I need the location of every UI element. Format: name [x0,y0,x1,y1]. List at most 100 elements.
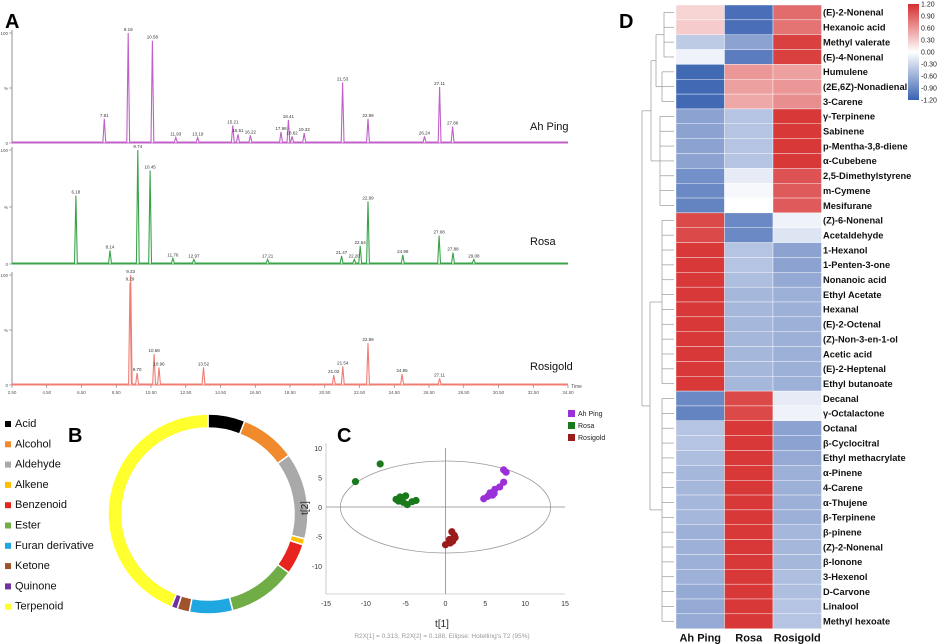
heatmap-cell [724,539,774,555]
heatmap-cell [772,346,822,362]
heatmap-column-label: Ah Ping [679,633,721,644]
panel-label-c: C [337,425,351,447]
peak-label: 12.97 [188,253,200,258]
heatmap-cell [772,361,822,377]
heatmap-cell [724,212,774,228]
heatmap-cell [675,108,725,124]
heatmap-cell [675,376,725,392]
peak-label: 27.11 [434,372,445,377]
heatmap-cell [724,138,774,154]
panel-label-d: D [619,11,633,33]
heatmap-row-label: 3-Carene [823,97,863,107]
chromatogram-x-tick-label: 30.50 [493,390,505,395]
heatmap-cell [675,435,725,451]
pca-legend-label: Rosa [578,423,594,430]
legend-label: Benzenoid [15,499,67,511]
heatmap-row-label: (E)-2-Octenal [823,320,881,330]
pca-legend-label: Ah Ping [578,411,603,418]
heatmap-cell [724,524,774,540]
peak-label: 9.33 [126,269,135,274]
heatmap-row-label: (E)-2-Nonenal [823,8,883,18]
heatmap-cell [675,494,725,511]
heatmap-row-label: (Z)-2-Nonenal [823,542,883,552]
pca-footnote: R2X[1] = 0.313, R2X[2] = 0.188, Ellipse:… [354,633,529,640]
legend-label: Alcohol [15,438,51,450]
pca-point [376,460,384,468]
legend-label: Furan derivative [15,540,94,552]
legend-label: Alkene [15,479,49,491]
chromatogram-x-tick-label: 10.50 [145,390,157,395]
colorbar [908,4,919,100]
heatmap-cell [772,227,822,243]
heatmap-cell [675,331,725,347]
heatmap-row-label: γ-Terpinene [823,112,875,122]
pca-point [496,483,504,491]
heatmap-cell [724,390,774,407]
heatmap-row-label: β-Terpinene [823,513,876,523]
pca-y-tick-label: 0 [318,505,322,512]
chromatogram-x-tick-label: 8.50 [112,390,121,395]
heatmap-row-label: (E)-2-Heptenal [823,364,886,374]
peak-label: 21.02 [328,369,340,374]
peak-label: 18.41 [283,114,295,119]
peak-label: 22.99 [362,195,374,200]
heatmap-cell [724,435,774,451]
peak-label: 13.19 [192,132,204,137]
heatmap-row-label: Nonanoic acid [823,275,887,285]
heatmap-cell [724,123,774,139]
heatmap-row-label: (Z)-Non-3-en-1-ol [823,334,898,344]
peak-label: 29.08 [468,253,480,258]
donut-slice [276,454,309,540]
heatmap-cell [772,4,822,21]
pca-x-tick-label: 10 [521,601,529,608]
chromatogram-x-tick-label: 28.50 [458,390,470,395]
heatmap-cell [724,242,774,258]
chromatogram-y-tick-label: 0 [5,141,8,146]
heatmap-cell [772,405,822,422]
heatmap-cell [724,49,774,65]
heatmap-row-label: β-pinene [823,527,862,537]
chromatogram-x-tick-label: 18.50 [284,390,296,395]
peak-label: 10.58 [147,35,159,40]
heatmap-row-label: α-Thujene [823,498,867,508]
chromatogram-trace [12,149,568,264]
heatmap-cell [724,331,774,347]
pca-x-tick-label: -5 [403,601,409,608]
pca-point [488,491,497,499]
peak-label: 15.51 [232,128,244,133]
heatmap-cell [675,272,725,288]
heatmap-cell [724,301,774,318]
pca-point [412,496,420,505]
heatmap-cell [772,93,822,110]
donut-slice [188,596,234,615]
panel-label-b: B [68,425,82,447]
legend-swatch [5,441,11,448]
peak-label: 13.52 [198,361,210,366]
peak-label: 24.95 [396,368,408,373]
pca-point [450,531,458,539]
colorbar-tick-label: 0.90 [921,14,935,21]
chromatogram-y-tick-label: 0 [5,383,8,388]
chromatogram-x-tick-label: 32.50 [528,390,540,395]
heatmap-row-label: 1-Hexanol [823,245,867,255]
heatmap-cell [724,569,774,585]
heatmap-cell [724,376,774,392]
heatmap-cell [772,509,822,525]
heatmap-cell [772,598,822,615]
heatmap-cell [724,272,774,288]
heatmap-cell [772,435,822,451]
heatmap-cell [724,227,774,243]
heatmap-row-label: 1-Penten-3-one [823,260,890,270]
heatmap-cell [675,286,725,303]
pca-scatter-panel: -10 -5 0 5 10 -15 -10 -5 0 5 10 15 t[1] t[2] R2X[1] = … [300,410,605,640]
heatmap-cell [675,4,725,21]
heatmap-cell [675,539,725,555]
peak-label: 27.08 [433,230,445,235]
colorbar-tick-label: 0.60 [921,26,935,33]
heatmap-cell [772,331,822,347]
heatmap-row-label: Humulene [823,67,868,77]
heatmap-cell [772,450,822,466]
heatmap-cell [724,420,774,436]
